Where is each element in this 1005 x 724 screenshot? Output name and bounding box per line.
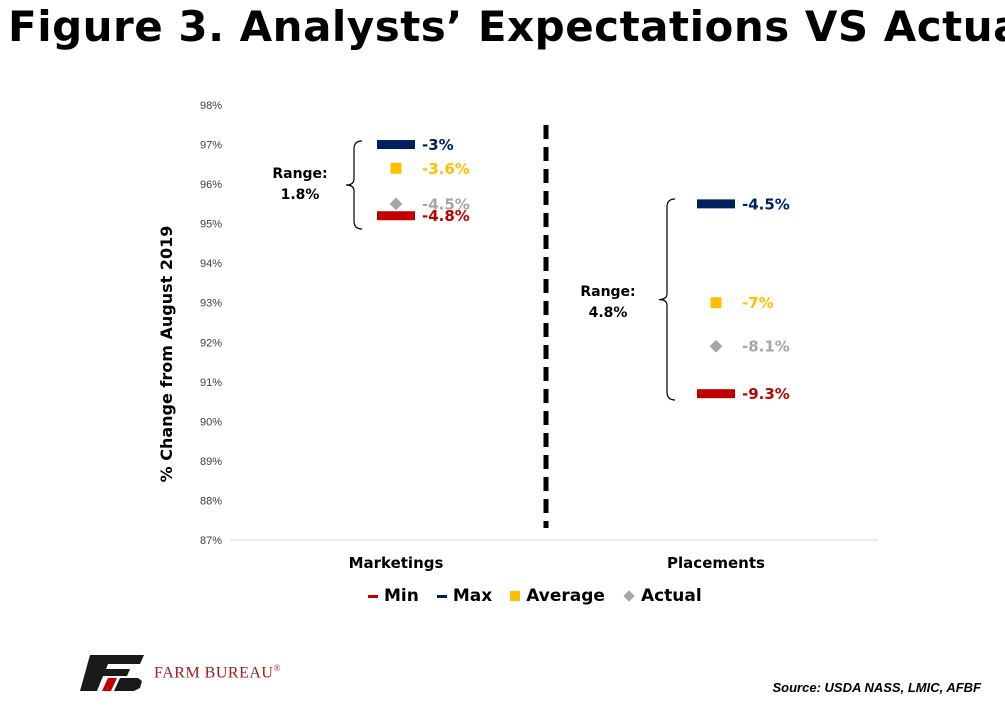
range-bracket-marketings: [345, 140, 363, 230]
y-tick-label: 96%: [200, 179, 222, 191]
marker-max-placements: [697, 199, 735, 209]
data-label-average: -7%: [742, 294, 774, 312]
marker-average-marketings: [390, 162, 402, 174]
data-label-average: -3.6%: [422, 160, 470, 178]
x-category-label: Marketings: [349, 554, 444, 572]
legend-swatch-min: [368, 594, 378, 598]
y-tick-label: 89%: [200, 456, 222, 468]
y-axis-label: % Change from August 2019: [157, 226, 176, 483]
farm-bureau-logo-icon: [80, 655, 144, 691]
y-tick-label: 92%: [200, 337, 222, 349]
y-tick-label: 90%: [200, 416, 222, 428]
marker-min-marketings: [377, 211, 415, 221]
data-label-max: -3%: [422, 136, 454, 154]
y-tick-label: 87%: [200, 535, 222, 547]
source-note: Source: USDA NASS, LMIC, AFBF: [772, 680, 982, 695]
marker-average-placements: [710, 297, 722, 309]
legend-swatch-average: [510, 591, 521, 601]
range-annotation-value: 4.8%: [589, 305, 628, 321]
y-tick-label: 88%: [200, 495, 222, 507]
legend-item-max: Max: [436, 586, 493, 606]
chart-legend: Min Max Average Actual: [368, 586, 702, 606]
farm-bureau-logo-text: FARM BUREAU®: [154, 663, 281, 682]
data-label-max: -4.5%: [742, 195, 790, 213]
data-label-actual: -8.1%: [742, 338, 790, 356]
range-annotation-label: Range:: [272, 166, 327, 182]
legend-label-actual: Actual: [640, 586, 702, 606]
y-tick-label: 94%: [200, 258, 222, 270]
range-annotation-value: 1.8%: [281, 187, 320, 203]
legend-item-average: Average: [510, 586, 605, 606]
legend-label-average: Average: [526, 586, 605, 606]
data-label-actual: -4.5%: [422, 195, 470, 213]
legend-swatch-actual: [623, 590, 635, 602]
data-label-min: -9.3%: [742, 385, 790, 403]
legend-label-max: Max: [452, 586, 493, 606]
range-bracket-placements: [658, 198, 676, 401]
marker-min-placements: [697, 389, 735, 399]
marker-actual-marketings: [389, 197, 403, 211]
legend-item-min: Min: [368, 586, 419, 606]
logo-name: FARM BUREAU: [154, 664, 274, 682]
y-tick-label: 97%: [200, 140, 222, 152]
x-category-label: Placements: [667, 554, 765, 572]
y-tick-label: 98%: [200, 100, 222, 112]
range-annotation-label: Range:: [580, 284, 635, 300]
data-label-min: -4.8%: [422, 207, 470, 225]
legend-label-min: Min: [384, 586, 419, 606]
farm-bureau-logo: FARM BUREAU®: [80, 655, 281, 691]
y-tick-label: 95%: [200, 219, 222, 231]
legend-swatch-max: [436, 594, 447, 598]
marker-max-marketings: [377, 140, 415, 150]
y-tick-label: 91%: [200, 377, 222, 389]
figure-title: Figure 3. Analysts’ Expectations VS Actu…: [8, 2, 1005, 51]
y-tick-label: 93%: [200, 298, 222, 310]
marker-actual-placements: [709, 339, 723, 353]
legend-item-actual: Actual: [623, 586, 702, 606]
logo-registered-mark: ®: [273, 663, 281, 674]
